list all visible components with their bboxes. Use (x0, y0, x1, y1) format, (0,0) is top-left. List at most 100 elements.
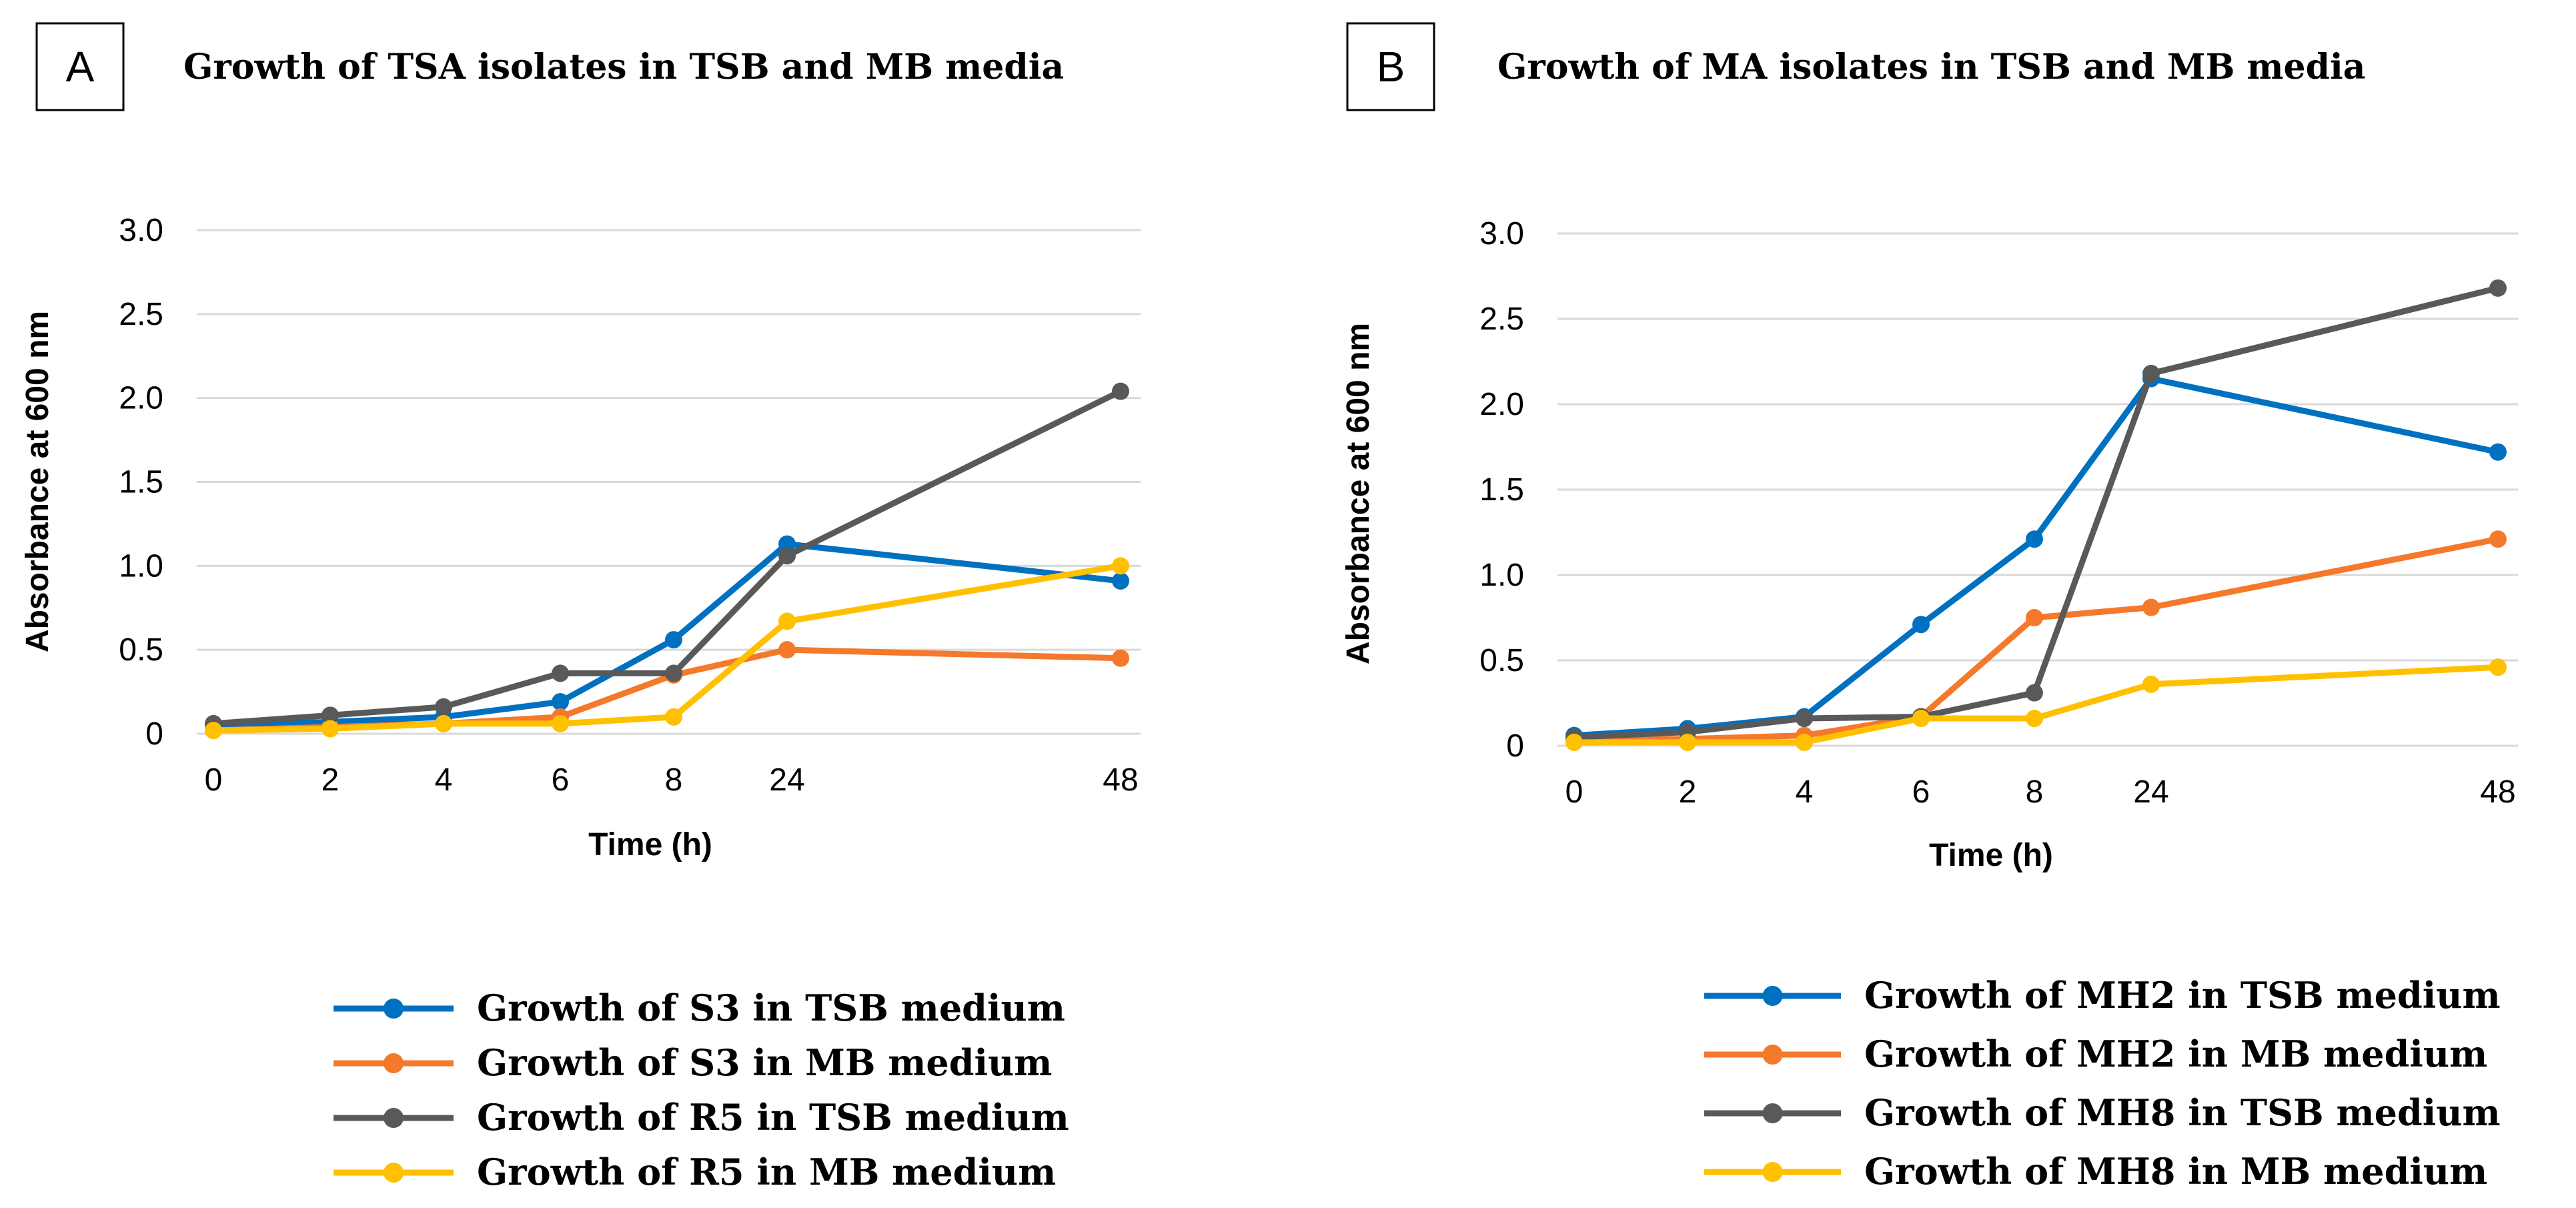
chart-a-series-growth-of-r5-in-mb-medium-point (321, 720, 339, 738)
chart-a-x-axis-label: Time (h) (588, 827, 712, 862)
chart-a-series-growth-of-r5-in-mb-medium-point (665, 708, 682, 726)
chart-b-series-growth-of-mh8-in-tsb-medium-line (1571, 285, 2501, 740)
chart-b-legend-label: Growth of MH2 in TSB medium (1864, 974, 2501, 1017)
chart-a-series-growth-of-r5-in-tsb-medium-point (321, 706, 339, 724)
chart-b-legend-item: Growth of MH8 in TSB medium (1704, 1091, 2501, 1134)
chart-a-series-growth-of-r5-in-mb-medium-point (435, 714, 452, 732)
chart-b-series-growth-of-mh8-in-tsb-medium-point (1796, 710, 1813, 728)
chart-a-legend-swatch-marker (384, 999, 404, 1019)
chart-a-series-growth-of-r5-in-mb-medium-point (778, 612, 796, 630)
chart-a-legend-label: Growth of S3 in MB medium (477, 1041, 1052, 1084)
chart-a-legend-item: Growth of R5 in MB medium (334, 1151, 1056, 1193)
chart-a-series-growth-of-r5-in-mb-medium (205, 557, 1129, 739)
chart-a-series-growth-of-s3-in-mb-medium-point (778, 641, 796, 659)
chart-a-series-growth-of-s3-in-mb-medium (205, 641, 1129, 739)
chart-b-legend-item: Growth of MH2 in TSB medium (1704, 974, 2501, 1017)
chart-b-x-tick-label: 6 (1912, 774, 1930, 810)
chart-b-series-growth-of-mh8-in-mb-medium (1565, 658, 2507, 751)
chart-a-series-growth-of-r5-in-tsb-medium-point (552, 664, 569, 682)
chart-b-x-tick-label: 48 (2480, 774, 2515, 810)
chart-a-y-tick-label: 0 (145, 716, 163, 752)
chart-b-legend-label: Growth of MH8 in TSB medium (1864, 1091, 2501, 1134)
chart-b-series-growth-of-mh8-in-mb-medium-point (2026, 710, 2043, 728)
chart-b-legend: Growth of MH2 in TSB medium Growth of MH2… (1704, 974, 2501, 1193)
chart-b-panel-label: B (1377, 43, 1405, 91)
chart-a-x-tick-label: 8 (665, 762, 683, 798)
chart-b-series-growth-of-mh8-in-tsb-medium-point (2026, 684, 2043, 702)
chart-a-series-growth-of-r5-in-mb-medium-line (210, 562, 1124, 734)
chart-a-x-tick-label: 2 (321, 762, 340, 798)
chart-b-x-tick-label: 24 (2133, 774, 2168, 810)
chart-b-title: Growth of MA isolates in TSB and MB medi… (1497, 47, 2365, 87)
chart-a-legend-label: Growth of R5 in MB medium (477, 1151, 1056, 1193)
chart-a-x-tick-label: 4 (435, 762, 453, 798)
chart-b-legend-label: Growth of MH2 in MB medium (1864, 1033, 2487, 1075)
chart-b-series-growth-of-mh8-in-mb-medium-point (1796, 733, 1813, 751)
chart-a-y-tick-label: 1.0 (119, 548, 163, 584)
chart-a-panel-label: A (66, 43, 95, 91)
chart-b-legend-swatch-marker (1762, 986, 1783, 1006)
chart-a-legend-swatch-marker (384, 1163, 404, 1183)
chart-b-legend-swatch-marker (1762, 1162, 1783, 1182)
chart-b-x-axis-label: Time (h) (1929, 838, 2053, 873)
chart-b-series-growth-of-mh8-in-tsb-medium-point (2142, 364, 2160, 382)
chart-a-y-tick-label: 2.5 (119, 297, 163, 332)
chart-b-y-tick-label: 1.5 (1479, 472, 1524, 508)
chart-a-series-growth-of-r5-in-tsb-medium-point (665, 664, 682, 682)
chart-b-series-growth-of-mh2-in-mb-medium-point (2489, 530, 2507, 548)
chart-a-legend-swatch-marker (384, 1053, 404, 1073)
chart-a-legend-item: Growth of S3 in MB medium (334, 1041, 1052, 1084)
chart-a-series-growth-of-r5-in-mb-medium-point (1112, 557, 1129, 575)
chart-b-legend-label: Growth of MH8 in MB medium (1864, 1150, 2487, 1193)
chart-a-legend-item: Growth of R5 in TSB medium (334, 1096, 1069, 1139)
chart-b-series-growth-of-mh2-in-mb-medium-point (2142, 598, 2160, 616)
chart-b-legend-item: Growth of MH2 in MB medium (1704, 1033, 2487, 1075)
chart-b-y-tick-label: 2.5 (1479, 301, 1524, 337)
chart-b-x-tick-label: 4 (1796, 774, 1814, 810)
chart-a-y-tick-label: 3.0 (119, 213, 163, 248)
chart-b-x-tick-label: 8 (2026, 774, 2044, 810)
chart-b-series-growth-of-mh8-in-mb-medium-point (2489, 658, 2507, 676)
chart-a-legend-label: Growth of S3 in TSB medium (477, 987, 1065, 1029)
chart-b-y-tick-label: 3.0 (1479, 216, 1524, 251)
chart-a-y-tick-label: 2.0 (119, 381, 163, 416)
chart-b-series-growth-of-mh8-in-mb-medium-point (1679, 733, 1696, 751)
chart-a-legend-item: Growth of S3 in TSB medium (334, 987, 1065, 1029)
chart-a-series-growth-of-s3-in-mb-medium-point (1112, 649, 1129, 667)
chart-a-legend-label: Growth of R5 in TSB medium (477, 1096, 1069, 1139)
chart-b-series-growth-of-mh8-in-mb-medium-point (1565, 733, 1583, 751)
chart-a-series-growth-of-s3-in-tsb-medium-point (1112, 572, 1129, 590)
chart-b-legend-swatch-marker (1762, 1045, 1783, 1065)
chart-b-y-tick-label: 1.0 (1479, 558, 1524, 593)
chart-b-series-growth-of-mh8-in-mb-medium-point (1912, 710, 1930, 728)
chart-a: A Growth of TSA isolates in TSB and MB me… (20, 22, 1141, 1193)
chart-a-legend: Growth of S3 in TSB medium Growth of S3 i… (334, 987, 1069, 1193)
chart-a-panel-label-box (35, 22, 125, 111)
chart-b-y-tick-label: 2.0 (1479, 387, 1524, 422)
chart-b-x-tick-label: 2 (1679, 774, 1697, 810)
chart-a-x-tick-label: 48 (1103, 762, 1138, 798)
chart-a-series-growth-of-r5-in-tsb-medium-point (435, 698, 452, 716)
chart-b-series-growth-of-mh8-in-tsb-medium-point (2489, 279, 2507, 297)
chart-b-series-growth-of-mh2-in-mb-medium-point (2026, 609, 2043, 626)
chart-a-series-growth-of-s3-in-tsb-medium-point (552, 693, 569, 711)
chart-a-y-tick-label: 1.5 (119, 465, 163, 500)
chart-a-x-tick-label: 0 (205, 762, 223, 798)
chart-b-series-growth-of-mh8-in-mb-medium-point (2142, 675, 2160, 693)
chart-a-legend-swatch-marker (384, 1108, 404, 1128)
chart-b-legend-swatch-marker (1762, 1103, 1783, 1123)
chart-a-series-growth-of-r5-in-mb-medium-point (205, 721, 222, 739)
chart-a-y-axis-label: Absorbance at 600 nm (20, 311, 55, 652)
chart-b-y-tick-label: 0 (1506, 728, 1524, 764)
chart-a-title: Growth of TSA isolates in TSB and MB med… (183, 47, 1064, 87)
chart-a-series-growth-of-r5-in-mb-medium-point (552, 714, 569, 732)
chart-a-series-growth-of-r5-in-tsb-medium-point (1112, 382, 1129, 400)
chart-a-x-tick-label: 6 (552, 762, 570, 798)
chart-a-series-growth-of-r5-in-tsb-medium (205, 382, 1129, 732)
chart-b-y-tick-label: 0.5 (1479, 643, 1524, 678)
chart-b-panel-label-box (1346, 22, 1435, 111)
chart-b-series-growth-of-mh2-in-tsb-medium-point (2489, 443, 2507, 461)
chart-b: B Growth of MA isolates in TSB and MB med… (1341, 22, 2518, 1193)
chart-a-y-tick-label: 0.5 (119, 632, 163, 668)
